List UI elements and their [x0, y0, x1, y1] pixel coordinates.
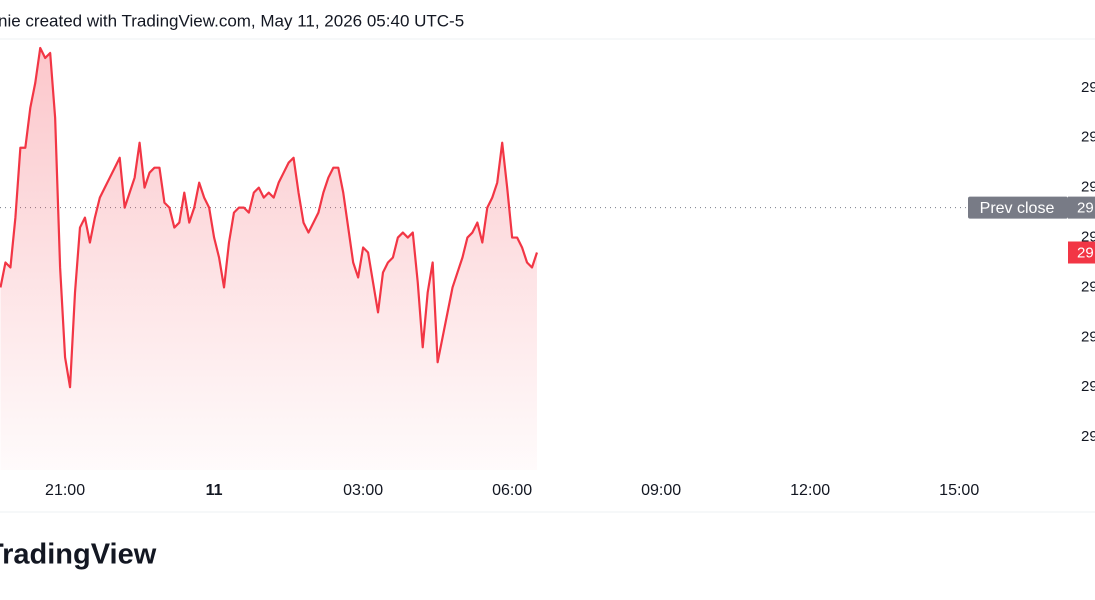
- y-tick-label: 29: [1081, 129, 1095, 146]
- prev-close-value: 29: [1077, 200, 1094, 217]
- last-price-tag: [1068, 241, 1095, 264]
- x-tick-label: 15:00: [939, 482, 979, 499]
- x-tick-label: 03:00: [343, 482, 383, 499]
- x-tick-label: 12:00: [790, 482, 830, 499]
- footer-logo: TradingView: [0, 539, 157, 571]
- x-tick-label: 09:00: [641, 482, 681, 499]
- price-line: [0, 46, 539, 389]
- y-tick-label: 29: [1081, 378, 1095, 395]
- y-tick-label: 29: [1081, 179, 1095, 196]
- area-fill: [0, 47, 537, 470]
- y-tick-label: 29: [1081, 229, 1095, 246]
- last-price-value: 29: [1077, 244, 1094, 261]
- x-tick-label: 06:00: [492, 482, 532, 499]
- x-tick-label: 21:00: [45, 482, 85, 499]
- prev-close-label: Prev close: [980, 200, 1055, 217]
- y-tick-label: 29: [1081, 328, 1095, 345]
- y-tick-label: 29: [1081, 79, 1095, 96]
- y-tick-label: 29: [1081, 278, 1095, 295]
- y-tick-label: 29: [1081, 428, 1095, 445]
- x-tick-label: 11: [206, 482, 223, 499]
- prev-close-tag: [968, 196, 1068, 219]
- prev-close-value-tag: [1068, 196, 1095, 219]
- header: nie created with TradingView.com, May 11…: [0, 11, 464, 30]
